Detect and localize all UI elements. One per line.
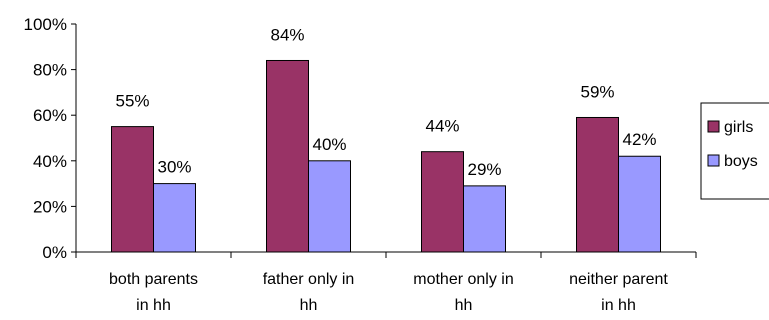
bar-boys [153, 183, 196, 253]
y-tick-label: 0% [42, 243, 67, 262]
legend-label-boys: boys [724, 153, 758, 170]
legend-box [700, 102, 769, 200]
y-tick-label: 20% [33, 197, 67, 216]
legend-swatch-girls [707, 120, 720, 133]
bar-girls [576, 116, 619, 253]
data-label-girls: 55% [115, 92, 149, 111]
category-label: father only in hh [263, 271, 355, 314]
data-label-boys: 29% [467, 160, 501, 179]
bar-boys [463, 185, 506, 253]
y-tick-label: 60% [33, 106, 67, 125]
bar-girls [111, 126, 154, 253]
data-label-boys: 42% [622, 130, 656, 149]
data-label-girls: 59% [580, 82, 614, 101]
y-tick-label: 100% [24, 15, 67, 34]
data-label-boys: 30% [157, 158, 191, 177]
bar-boys [618, 155, 661, 253]
data-label-boys: 40% [312, 135, 346, 154]
legend-label-girls: girls [724, 119, 753, 136]
bar-boys [308, 160, 351, 253]
category-label: neither parent in hh [569, 271, 668, 314]
y-tick-label: 80% [33, 61, 67, 80]
data-label-girls: 84% [270, 25, 304, 44]
data-label-girls: 44% [425, 117, 459, 136]
bar-girls [266, 59, 309, 253]
category-label: both parents in hh [109, 271, 198, 314]
category-label: mother only in hh [413, 271, 514, 314]
bar-girls [421, 151, 464, 253]
legend-swatch-boys [707, 154, 720, 167]
y-tick-label: 40% [33, 152, 67, 171]
